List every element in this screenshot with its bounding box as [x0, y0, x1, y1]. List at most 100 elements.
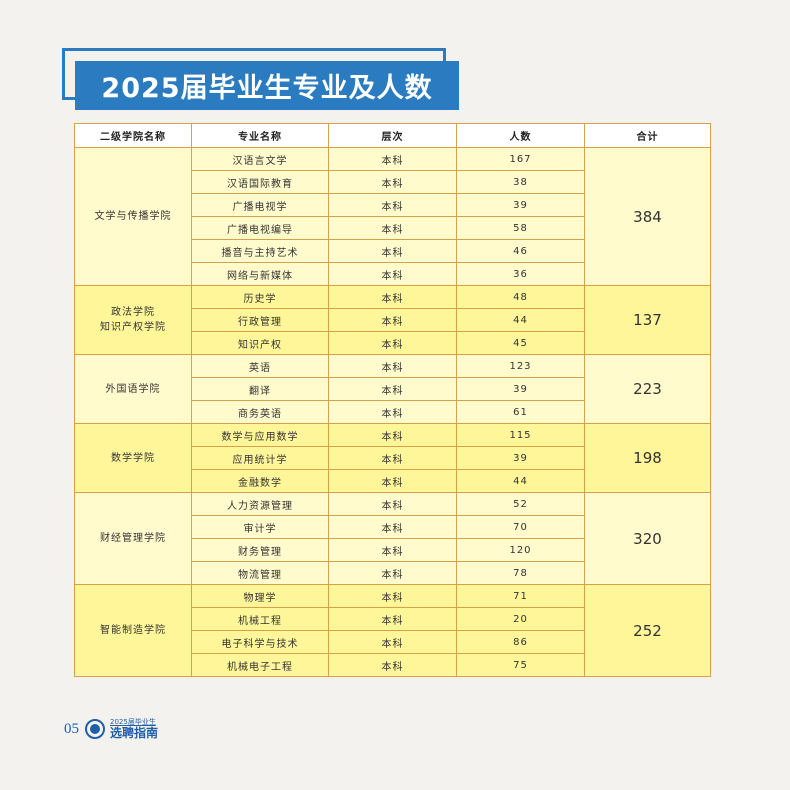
- major-name: 机械电子工程: [191, 653, 329, 677]
- brand: 2025届毕业生 选聘指南: [110, 718, 158, 740]
- column-header: 人数: [456, 123, 585, 148]
- table-row: 智能制造学院 物理学 本科 71 252: [74, 584, 711, 677]
- college-total: 320: [584, 492, 711, 585]
- college-name-line: 外国语学院: [105, 383, 161, 395]
- student-count: 44: [456, 469, 585, 493]
- degree-level: 本科: [328, 492, 457, 516]
- brand-title: 选聘指南: [110, 726, 159, 740]
- degree-level: 本科: [328, 469, 457, 493]
- table-row: 外国语学院 英语 本科 123 223: [74, 354, 711, 424]
- degree-level: 本科: [328, 193, 457, 217]
- student-count: 70: [456, 515, 585, 539]
- major-name: 汉语言文学: [191, 147, 329, 171]
- student-count: 36: [456, 262, 585, 286]
- degree-level: 本科: [328, 170, 457, 194]
- brand-subtitle: 2025届毕业生: [110, 718, 156, 726]
- major-name: 商务英语: [191, 400, 329, 424]
- table-row: 数学学院 数学与应用数学 本科 115 198: [74, 423, 711, 493]
- major-name: 财务管理: [191, 538, 329, 562]
- degree-level: 本科: [328, 561, 457, 585]
- table-row: 播音与主持艺术 本科 46: [75, 239, 711, 263]
- college-name-line: 数学学院: [111, 452, 155, 464]
- table-header: 二级学院名称 专业名称 层次 人数 合计: [74, 123, 711, 148]
- major-name: 广播电视学: [191, 193, 329, 217]
- student-count: 39: [456, 193, 585, 217]
- student-count: 58: [456, 216, 585, 240]
- student-count: 38: [456, 170, 585, 194]
- college-name: 数学学院: [74, 423, 192, 493]
- table-row: 汉语国际教育 本科 38: [75, 170, 711, 194]
- major-name: 英语: [191, 354, 329, 378]
- college-name: 外国语学院: [74, 354, 192, 424]
- degree-level: 本科: [328, 331, 457, 355]
- college-name: 文学与传播学院: [74, 147, 192, 286]
- degree-level: 本科: [328, 653, 457, 677]
- degree-level: 本科: [328, 354, 457, 378]
- major-name: 知识产权: [191, 331, 329, 355]
- college-name-line: 知识产权学院: [100, 322, 166, 333]
- table-row: 文学与传播学院 汉语言文学 本科 167 384: [74, 147, 711, 286]
- major-name: 网络与新媒体: [191, 262, 329, 286]
- major-name: 数学与应用数学: [191, 423, 329, 447]
- degree-level: 本科: [328, 400, 457, 424]
- college-total: 198: [584, 423, 711, 493]
- degree-level: 本科: [328, 377, 457, 401]
- page-title: 2025届毕业生专业及人数: [75, 61, 459, 110]
- degree-level: 本科: [328, 262, 457, 286]
- major-name: 应用统计学: [191, 446, 329, 470]
- table-row: 翻译 本科 39: [75, 377, 711, 401]
- column-header: 层次: [328, 123, 457, 148]
- page-number: 05: [64, 720, 79, 737]
- degree-level: 本科: [328, 308, 457, 332]
- table-row: 电子科学与技术 本科 86: [75, 630, 711, 654]
- degree-level: 本科: [328, 446, 457, 470]
- table-row: 商务英语 本科 61: [75, 400, 711, 424]
- college-name-line: 财经管理学院: [100, 533, 166, 544]
- student-count: 52: [456, 492, 585, 516]
- degree-level: 本科: [328, 584, 457, 608]
- university-seal-icon: [85, 719, 105, 739]
- major-name: 物流管理: [191, 561, 329, 585]
- major-name: 金融数学: [191, 469, 329, 493]
- table-row: 广播电视编导 本科 58: [75, 216, 711, 240]
- college-name: 智能制造学院: [74, 584, 192, 677]
- column-header: 合计: [584, 123, 711, 148]
- degree-level: 本科: [328, 515, 457, 539]
- student-count: 115: [456, 423, 585, 447]
- degree-level: 本科: [328, 630, 457, 654]
- table-row: 机械工程 本科 20: [75, 607, 711, 631]
- college-total: 252: [584, 584, 711, 677]
- column-header: 二级学院名称: [74, 123, 192, 148]
- student-count: 123: [456, 354, 585, 378]
- table-row: 政法学院 知识产权学院 历史学 本科 48 137: [74, 285, 711, 355]
- major-name: 物理学: [191, 584, 329, 608]
- college-name-line: 政法学院: [111, 307, 155, 318]
- major-name: 审计学: [191, 515, 329, 539]
- student-count: 75: [456, 653, 585, 677]
- student-count: 44: [456, 308, 585, 332]
- college-name: 政法学院知识产权学院: [74, 285, 192, 355]
- college-name: 财经管理学院: [74, 492, 192, 585]
- degree-level: 本科: [328, 216, 457, 240]
- degree-level: 本科: [328, 147, 457, 171]
- student-count: 45: [456, 331, 585, 355]
- major-name: 汉语国际教育: [191, 170, 329, 194]
- major-name: 机械工程: [191, 607, 329, 631]
- degree-level: 本科: [328, 285, 457, 309]
- college-name-line: 文学与传播学院: [94, 211, 172, 222]
- college-total: 137: [584, 285, 711, 355]
- college-total: 384: [584, 147, 711, 286]
- student-count: 39: [456, 377, 585, 401]
- major-name: 广播电视编导: [191, 216, 329, 240]
- student-count: 61: [456, 400, 585, 424]
- student-count: 86: [456, 630, 585, 654]
- major-name: 历史学: [191, 285, 329, 309]
- degree-level: 本科: [328, 607, 457, 631]
- college-total: 223: [584, 354, 711, 424]
- table-row: 金融数学 本科 44: [75, 469, 711, 493]
- table-row: 行政管理 本科 44: [75, 308, 711, 332]
- major-name: 电子科学与技术: [191, 630, 329, 654]
- table-row: 财经管理学院 人力资源管理 本科 52 320: [74, 492, 711, 585]
- student-count: 46: [456, 239, 585, 263]
- footer: 05 2025届毕业生 选聘指南: [64, 718, 158, 740]
